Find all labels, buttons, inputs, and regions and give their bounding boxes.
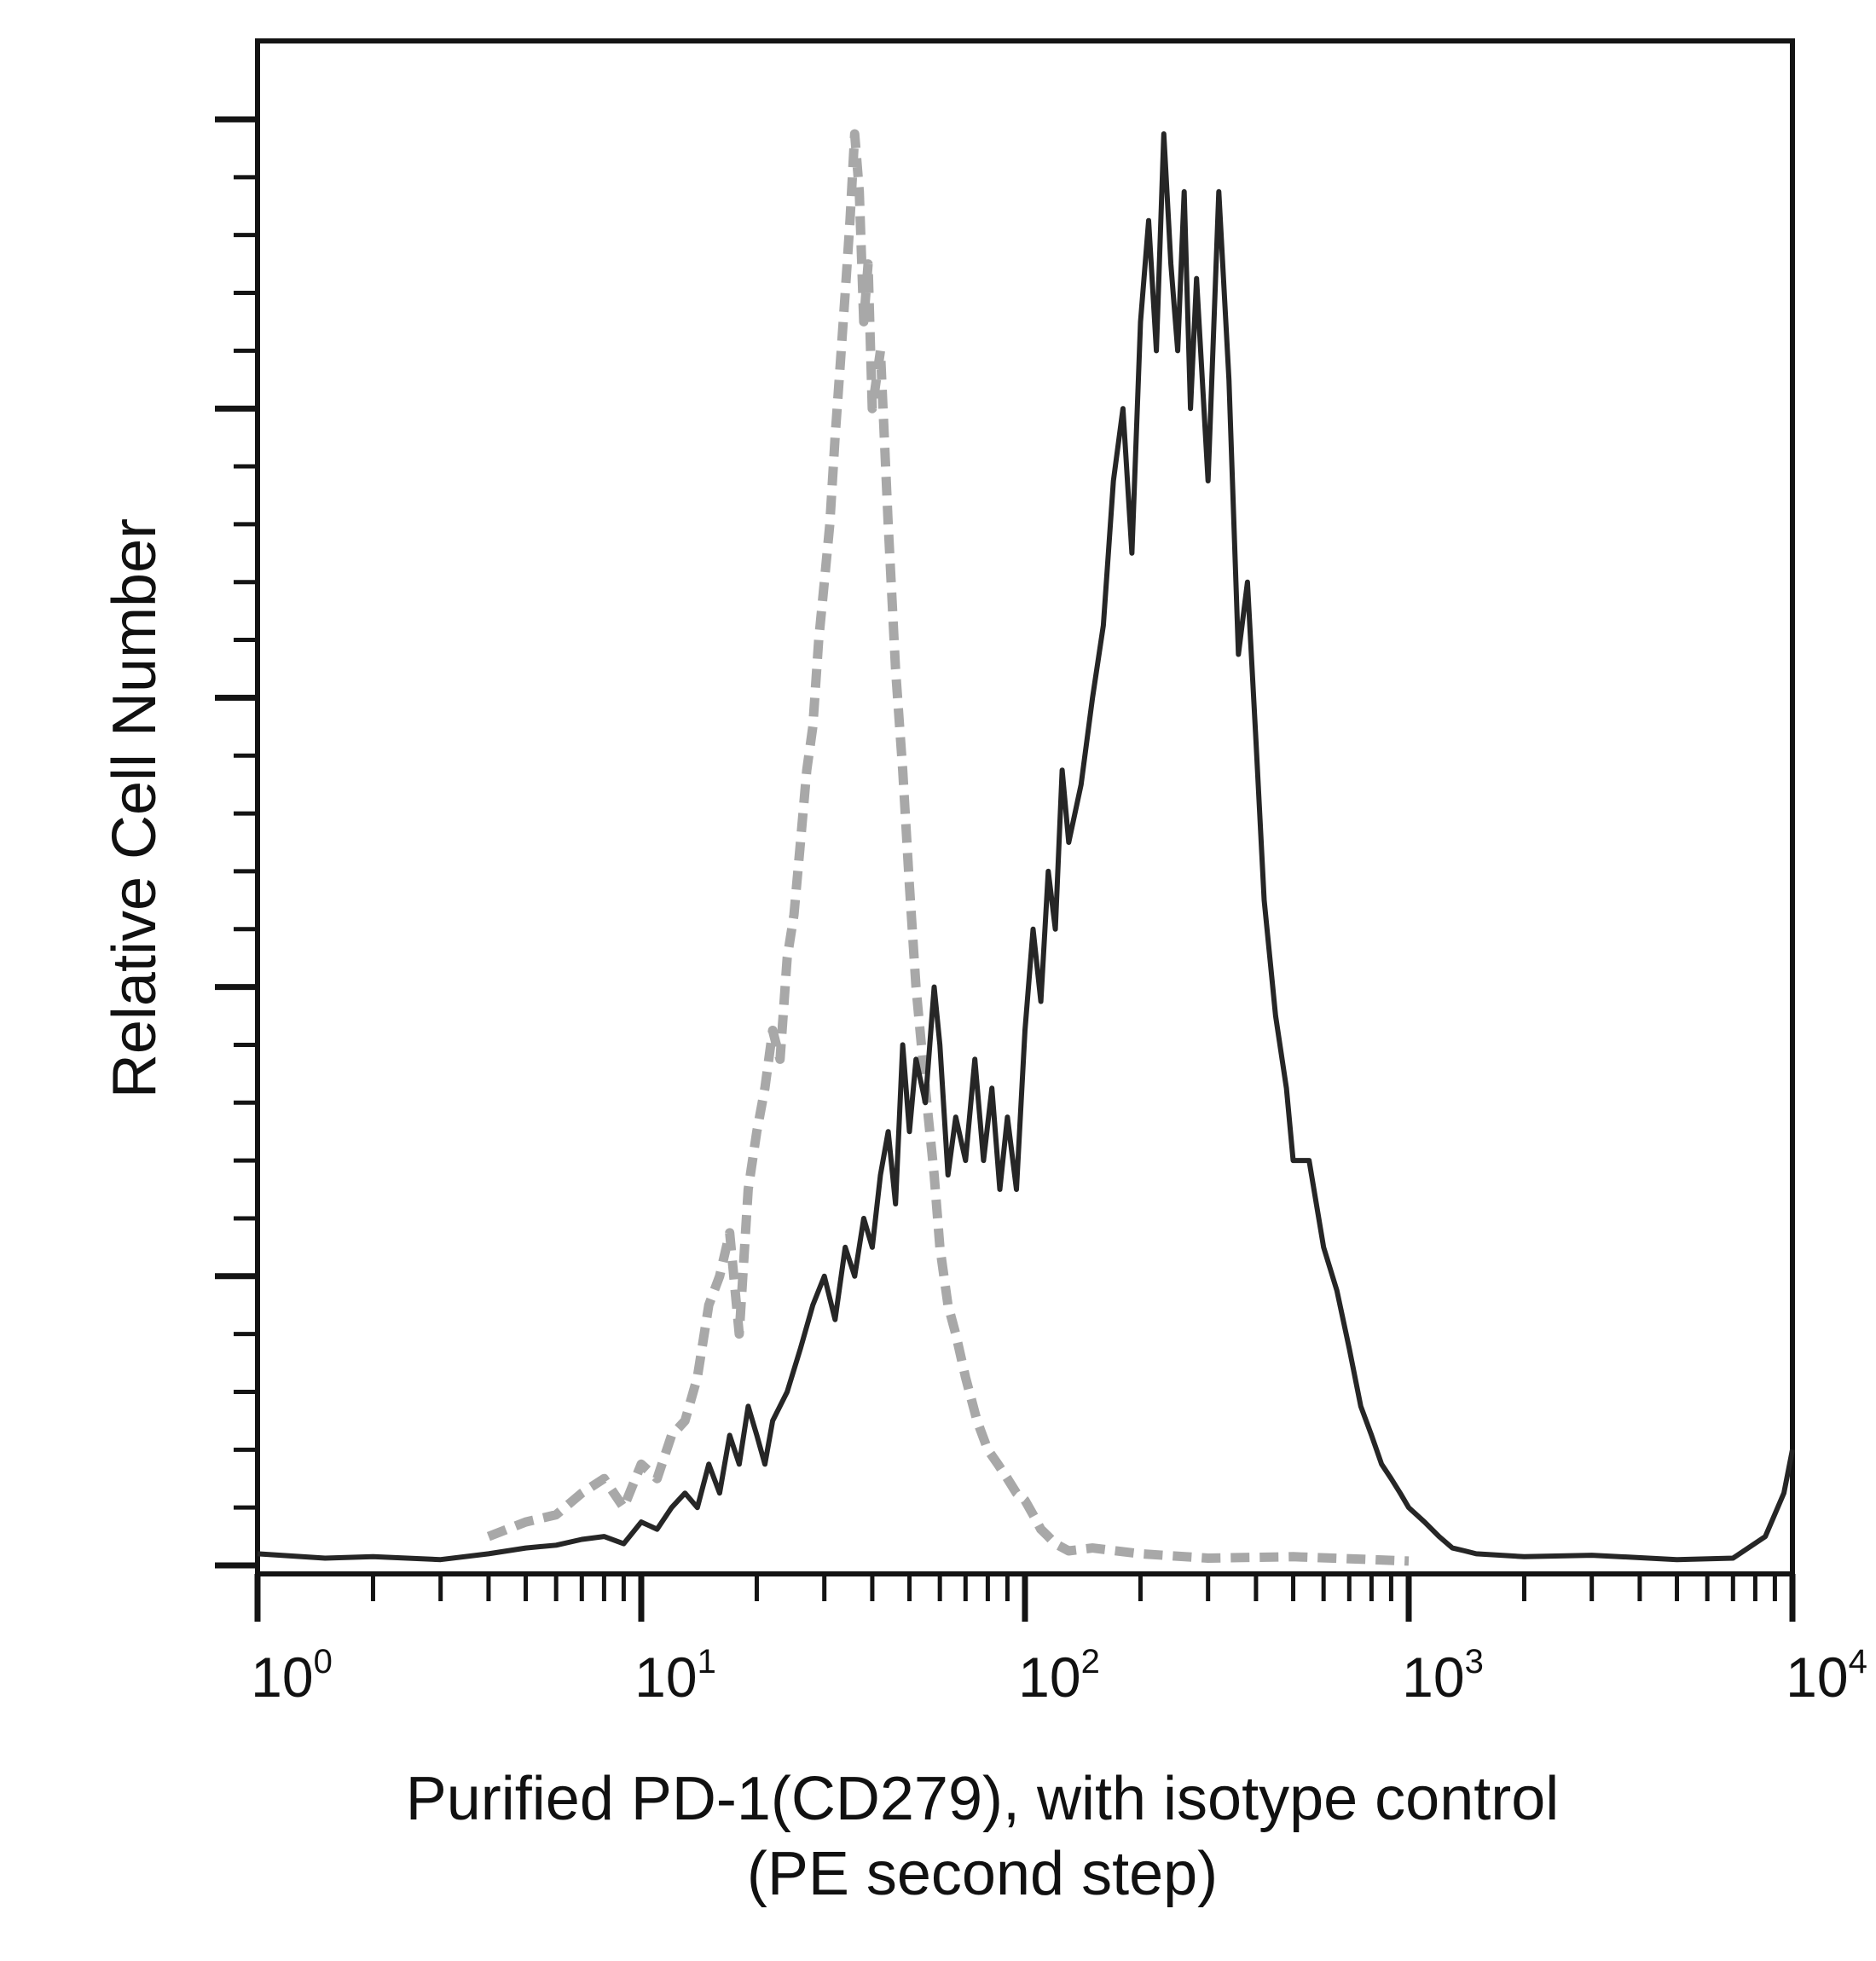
y-axis-title: Relative Cell Number [101,518,169,1098]
x-tick-label: 100 [251,1643,333,1709]
x-axis-tick-labels: 100 101 102 103 104 [251,1643,1867,1709]
x-axis-ticks [254,1574,1796,1622]
x-tick-label: 104 [1786,1643,1867,1709]
x-tick-label: 101 [634,1643,716,1709]
pd1-stained-series [257,131,1795,1563]
x-axis-title: Purified PD-1(CD279), with isotype contr… [406,1765,1560,1833]
x-axis-title-line2: (PE second step) [747,1840,1218,1908]
isotype-control-series [486,129,1410,1566]
plot-frame [255,38,1795,1576]
series-layer [257,129,1795,1566]
x-tick-label: 103 [1402,1643,1484,1709]
y-axis-ticks [215,116,258,1569]
x-tick-label: 102 [1018,1643,1100,1709]
